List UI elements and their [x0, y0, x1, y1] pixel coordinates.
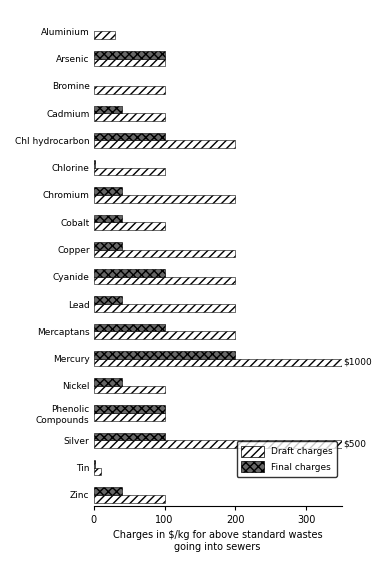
Bar — [94, 433, 164, 441]
Bar — [94, 460, 95, 468]
Bar — [94, 51, 164, 58]
Bar — [94, 86, 164, 94]
Bar — [94, 413, 164, 421]
Bar — [94, 160, 95, 168]
Bar — [94, 141, 235, 148]
Bar — [94, 331, 235, 339]
Bar — [94, 214, 122, 222]
Bar — [94, 222, 164, 230]
Bar — [94, 58, 164, 66]
Bar — [94, 242, 122, 249]
Bar — [94, 386, 164, 393]
Bar — [94, 277, 235, 285]
Bar — [94, 358, 387, 366]
Bar — [94, 468, 101, 475]
Bar — [94, 249, 235, 257]
Bar — [94, 31, 115, 39]
Bar — [94, 405, 164, 413]
Bar — [94, 195, 235, 202]
Bar — [94, 487, 122, 495]
Bar — [94, 297, 122, 304]
Bar — [94, 187, 122, 195]
Text: $1000: $1000 — [343, 358, 372, 367]
X-axis label: Charges in $/kg for above standard wastes
going into sewers: Charges in $/kg for above standard waste… — [113, 530, 322, 552]
Text: $500: $500 — [343, 439, 366, 448]
Bar — [94, 441, 387, 448]
Bar — [94, 168, 164, 175]
Bar — [94, 113, 164, 121]
Bar — [94, 324, 164, 331]
Bar — [94, 378, 122, 386]
Bar — [94, 495, 164, 502]
Bar — [94, 269, 164, 277]
Legend: Draft charges, Final charges: Draft charges, Final charges — [236, 441, 337, 477]
Bar — [94, 133, 164, 141]
Bar — [94, 304, 235, 312]
Bar — [94, 351, 235, 358]
Bar — [94, 105, 122, 113]
